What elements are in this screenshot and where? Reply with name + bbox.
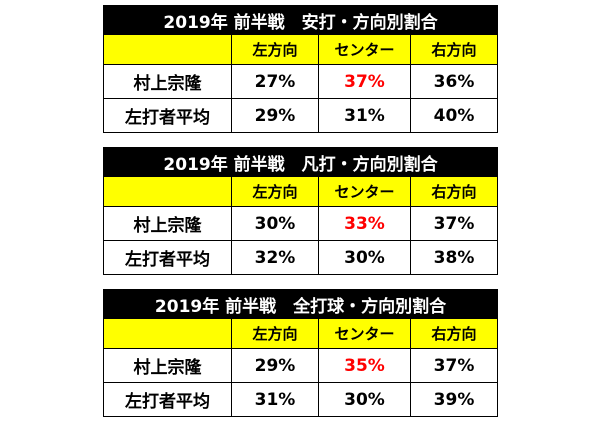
data-table: 2019年 前半戦 安打・方向別割合 左方向 センター 右方向 村上宗隆 27% 37% 36… (102, 5, 499, 133)
table-title: 2019年 前半戦 凡打・方向別割合 (102, 147, 499, 177)
value-cell: 31% (231, 382, 319, 417)
header-cell: センター (318, 34, 411, 65)
header-cell: センター (318, 318, 411, 349)
value-cell: 33% (318, 206, 411, 241)
value-cell: 38% (409, 240, 499, 275)
value-cell: 30% (318, 240, 411, 275)
header-row: 左方向 センター 右方向 (103, 34, 499, 65)
header-cell: 右方向 (409, 176, 499, 207)
header-cell: センター (318, 176, 411, 207)
header-cell: 左方向 (231, 318, 319, 349)
row-label: 村上宗隆 (103, 64, 232, 99)
table-title: 2019年 前半戦 全打球・方向別割合 (102, 289, 499, 319)
value-cell: 30% (318, 382, 411, 417)
value-cell: 29% (231, 348, 319, 383)
row-label: 村上宗隆 (103, 348, 232, 383)
header-cell: 左方向 (231, 34, 319, 65)
value-cell: 31% (318, 98, 411, 133)
row-label: 左打者平均 (103, 240, 232, 275)
data-row: 村上宗隆 30% 33% 37% (103, 206, 499, 241)
title-row: 2019年 前半戦 全打球・方向別割合 (102, 289, 499, 319)
header-row: 左方向 センター 右方向 (103, 176, 499, 207)
header-cell (103, 318, 232, 349)
title-row: 2019年 前半戦 凡打・方向別割合 (102, 147, 499, 177)
value-cell: 27% (231, 64, 319, 99)
value-cell: 36% (409, 64, 499, 99)
header-cell (103, 176, 232, 207)
value-cell: 29% (231, 98, 319, 133)
data-row: 左打者平均 32% 30% 38% (103, 240, 499, 275)
row-label: 左打者平均 (103, 98, 232, 133)
header-cell: 左方向 (231, 176, 319, 207)
data-table: 2019年 前半戦 凡打・方向別割合 左方向 センター 右方向 村上宗隆 30% 33% 37… (102, 147, 499, 275)
header-row: 左方向 センター 右方向 (103, 318, 499, 349)
value-cell: 37% (409, 206, 499, 241)
table-title: 2019年 前半戦 安打・方向別割合 (102, 5, 499, 35)
data-row: 村上宗隆 27% 37% 36% (103, 64, 499, 99)
row-label: 村上宗隆 (103, 206, 232, 241)
data-table: 2019年 前半戦 全打球・方向別割合 左方向 センター 右方向 村上宗隆 29% 35% 3… (102, 289, 499, 417)
title-row: 2019年 前半戦 安打・方向別割合 (102, 5, 499, 35)
data-row: 左打者平均 31% 30% 39% (103, 382, 499, 417)
header-cell: 右方向 (409, 34, 499, 65)
value-cell: 39% (409, 382, 499, 417)
value-cell: 35% (318, 348, 411, 383)
value-cell: 40% (409, 98, 499, 133)
value-cell: 32% (231, 240, 319, 275)
value-cell: 37% (318, 64, 411, 99)
row-label: 左打者平均 (103, 382, 232, 417)
data-row: 左打者平均 29% 31% 40% (103, 98, 499, 133)
header-cell: 右方向 (409, 318, 499, 349)
value-cell: 37% (409, 348, 499, 383)
value-cell: 30% (231, 206, 319, 241)
header-cell (103, 34, 232, 65)
data-row: 村上宗隆 29% 35% 37% (103, 348, 499, 383)
